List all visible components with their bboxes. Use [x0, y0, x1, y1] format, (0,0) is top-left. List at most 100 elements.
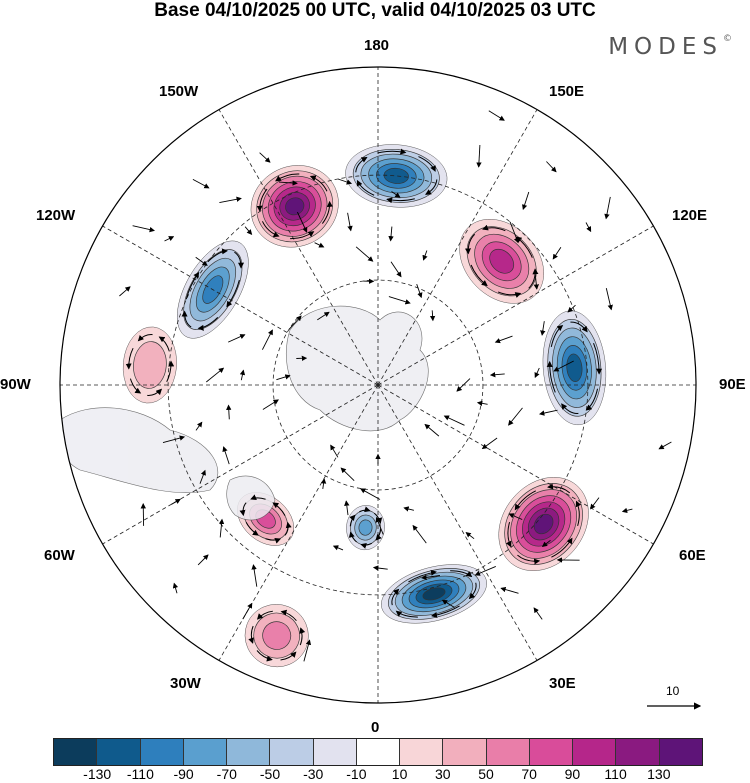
colorbar-swatch [400, 739, 444, 765]
colorbar-swatch [356, 739, 401, 765]
wind-vector [391, 191, 401, 198]
wind-arrow [585, 388, 599, 411]
wind-arrow [280, 609, 297, 622]
wind-vector [443, 415, 465, 426]
wind-vector [476, 400, 488, 407]
wind-vector [539, 409, 558, 416]
wind-arrow [450, 570, 473, 578]
colorbar-swatch [183, 739, 228, 765]
colorbar-tick-label: -50 [259, 766, 281, 782]
lon-label-90e: 90E [719, 376, 746, 393]
wind-vector [172, 582, 179, 594]
wind-vector [456, 378, 471, 392]
wind-vector [332, 545, 344, 551]
wind-vector [403, 506, 415, 512]
colorbar-swatch [659, 739, 702, 765]
wind-vector [197, 554, 209, 566]
wind-arrow [505, 521, 512, 548]
wind-vector [429, 310, 436, 322]
wind-vector [372, 565, 388, 571]
wind-vector [375, 516, 384, 535]
wind-vector [261, 329, 273, 350]
circulation-arrows [239, 494, 292, 544]
wind-arrow [234, 251, 245, 269]
wind-vector [288, 315, 302, 330]
wind-vector [422, 250, 428, 261]
wind-vector [416, 283, 423, 299]
wind-arrow [256, 188, 268, 212]
colorbar-tick-label: 10 [391, 766, 408, 782]
wind-vector [199, 469, 206, 484]
wind-vector [567, 304, 576, 313]
meridian-line [377, 109, 538, 386]
wind-arrow [377, 148, 407, 155]
anomaly-contour [566, 353, 583, 383]
wind-vector [219, 196, 242, 204]
wind-vector [303, 639, 312, 662]
wind-vector [278, 180, 298, 186]
colorbar-tick-label: 70 [521, 766, 537, 782]
wind-arrow [129, 378, 142, 394]
wind-vector [164, 236, 175, 242]
wind-arrow [355, 156, 368, 173]
colorbar-swatch [313, 739, 357, 765]
lon-label-150e: 150E [549, 83, 585, 100]
wind-arrow [280, 651, 297, 661]
wind-arrow [570, 321, 588, 333]
wind-vector [481, 437, 498, 450]
circulation-arrows [125, 334, 175, 396]
colorbar-tick-label: -70 [216, 766, 237, 782]
wind-arrow [528, 268, 539, 289]
colorbar-tick-label: -10 [346, 766, 367, 782]
wind-vector [552, 246, 562, 260]
wind-arrow [290, 231, 315, 240]
wind-vector [192, 179, 210, 189]
wind-vector [658, 441, 672, 450]
colorbar-swatch [616, 739, 660, 765]
meridian-line [377, 225, 654, 386]
wind-vector [621, 507, 633, 514]
wind-arrow [561, 403, 579, 414]
colorbar-swatch [573, 739, 617, 765]
wind-arrow [547, 483, 571, 494]
wind-vector [508, 407, 523, 426]
wind-vector [522, 191, 530, 211]
wind-vector [296, 211, 308, 233]
colorbar-swatch [54, 739, 98, 765]
colorbar-tick-label: -110 [126, 766, 154, 782]
wind-vector [222, 446, 230, 465]
wind-arrow [147, 388, 163, 396]
wind-arrow [272, 502, 286, 516]
wind-vector [251, 564, 258, 587]
colorbar-swatch [486, 739, 530, 765]
colorbar-swatch [227, 739, 271, 765]
latitude-circle [167, 174, 589, 596]
wind-arrow [226, 279, 240, 308]
lon-label-90w: 90W [0, 376, 31, 393]
wind-vector [355, 246, 374, 262]
anomaly-contour [533, 513, 554, 535]
wind-vector [441, 599, 455, 608]
wind-arrow [418, 156, 436, 172]
wind-arrow [185, 271, 200, 300]
anomaly-pink-100w [122, 326, 177, 404]
wind-vector [239, 369, 246, 381]
wind-vector [337, 178, 353, 185]
wind-vector [314, 242, 325, 248]
wind-vector [218, 518, 225, 538]
wind-vector [344, 500, 350, 516]
colorbar-tick-label: 30 [435, 766, 451, 782]
wind-arrow [550, 324, 564, 347]
wind-arrow [284, 521, 292, 536]
wind-vector [242, 602, 253, 620]
wind-arrow [275, 173, 300, 182]
wind-arrow [359, 506, 371, 513]
lon-label-30w: 30W [170, 675, 201, 692]
lon-label-120e: 120E [672, 207, 708, 224]
wind-vector [546, 161, 557, 173]
wind-vector [388, 226, 394, 242]
colorbar-tick-label: 130 [647, 766, 671, 782]
wind-vector [390, 261, 402, 278]
wind-vector [162, 435, 186, 444]
lon-label-30e: 30E [549, 675, 576, 692]
